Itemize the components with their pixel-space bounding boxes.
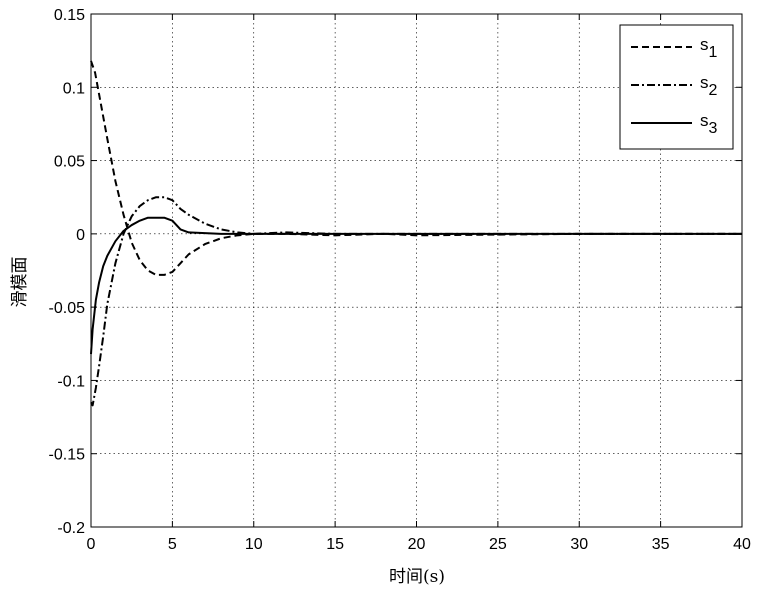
y-axis-label: 滑模面 — [10, 257, 30, 308]
y-tick-label: -0.15 — [49, 447, 86, 464]
x-tick-label: 15 — [326, 536, 344, 553]
x-tick-label: 20 — [408, 536, 426, 553]
x-axis-label: 时间(s) — [389, 567, 445, 587]
x-tick-label: 0 — [87, 536, 96, 553]
y-tick-label: 0.05 — [54, 154, 85, 171]
x-tick-label: 25 — [489, 536, 507, 553]
y-tick-label: -0.1 — [57, 373, 85, 390]
y-tick-label: 0.1 — [63, 80, 85, 97]
x-tick-label: 5 — [168, 536, 177, 553]
y-tick-label: 0.15 — [54, 7, 85, 24]
y-tick-label: -0.2 — [57, 520, 85, 537]
x-tick-label: 40 — [733, 536, 751, 553]
x-tick-label: 30 — [570, 536, 588, 553]
legend: s1s2s3 — [620, 25, 733, 149]
x-tick-label: 10 — [245, 536, 263, 553]
y-tick-label: -0.05 — [49, 300, 86, 317]
x-tick-label: 35 — [652, 536, 670, 553]
y-tick-label: 0 — [76, 227, 85, 244]
